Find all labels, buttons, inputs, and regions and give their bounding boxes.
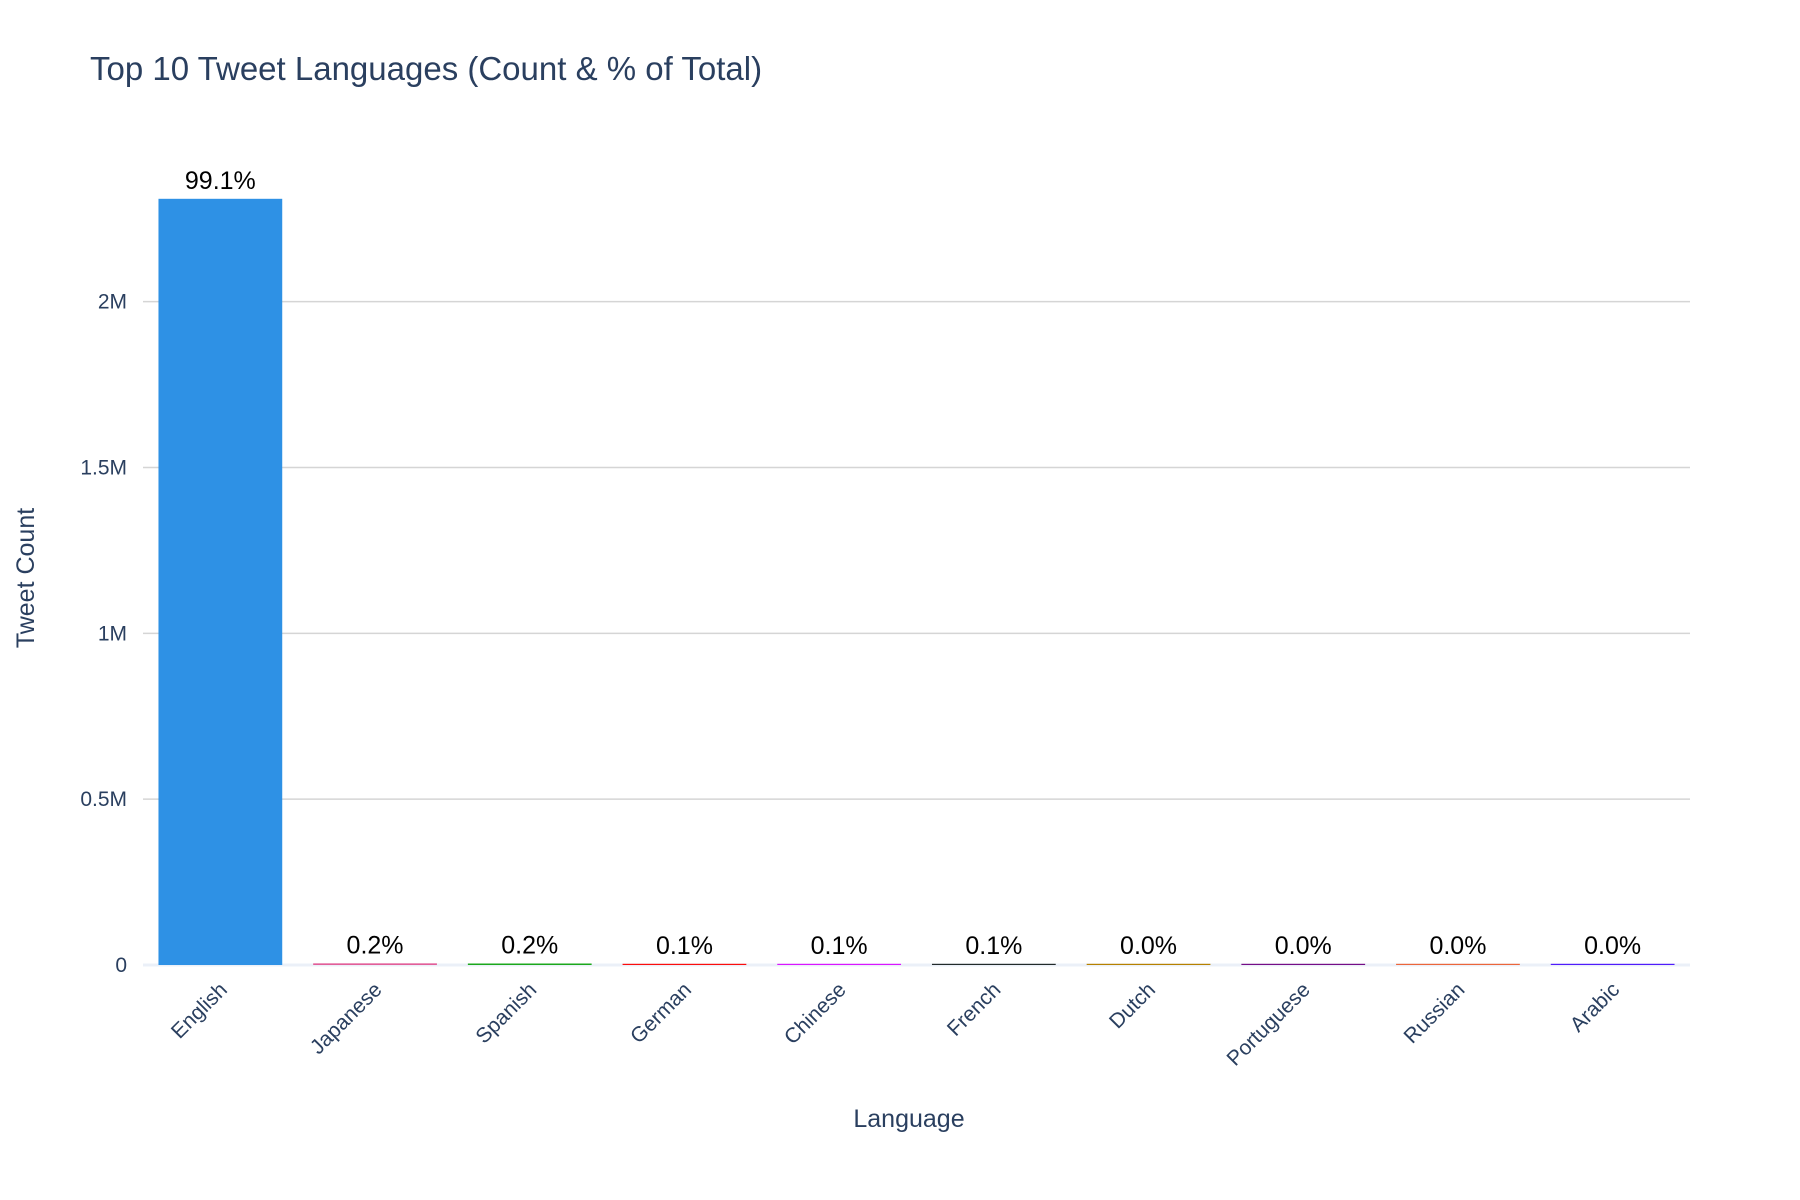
bar-spanish[interactable] [467, 963, 592, 965]
y-tick-label: 0.5M [80, 788, 127, 811]
x-tick-label-russian: Russian [1400, 978, 1470, 1048]
y-tick-label: 0 [115, 954, 127, 977]
data-label-english: 99.1% [185, 167, 256, 195]
x-tick-label-spanish: Spanish [471, 978, 541, 1048]
x-tick-label-french: French [943, 978, 1005, 1040]
data-labels: 99.1% 0.2% 0.2% 0.1% 0.1% 0.1% 0.0% 0.0% 0.0% 0.0… [185, 167, 1641, 960]
bar-french[interactable] [931, 963, 1056, 965]
x-tick-label-english: English [167, 978, 232, 1043]
bar-japanese[interactable] [313, 963, 437, 965]
y-axis-ticks: 0 0.5M 1M 1.5M 2M [80, 291, 127, 977]
data-label-arabic: 0.0% [1584, 932, 1641, 960]
bar-english[interactable] [158, 198, 283, 965]
x-tick-label-chinese: Chinese [780, 978, 851, 1049]
bar-russian[interactable] [1396, 963, 1520, 965]
gridlines [143, 300, 1690, 967]
bars [158, 198, 1675, 965]
y-tick-label: 1M [98, 622, 127, 645]
bar-arabic[interactable] [1550, 963, 1675, 965]
bar-chinese[interactable] [777, 963, 902, 965]
data-label-russian: 0.0% [1429, 932, 1486, 960]
bar-dutch[interactable] [1086, 963, 1211, 965]
x-tick-label-arabic: Arabic [1566, 978, 1624, 1036]
x-axis-title: Language [853, 1105, 964, 1133]
y-axis-title: Tweet Count [12, 508, 40, 648]
bar-german[interactable] [622, 963, 747, 965]
chart-title: Top 10 Tweet Languages (Count & % of Tot… [90, 50, 762, 87]
data-label-chinese: 0.1% [811, 932, 868, 960]
y-tick-label: 2M [98, 291, 127, 314]
x-tick-label-german: German [626, 978, 696, 1048]
data-label-german: 0.1% [656, 932, 713, 960]
data-label-spanish: 0.2% [501, 932, 558, 960]
y-tick-label: 1.5M [80, 456, 127, 479]
x-tick-label-portuguese: Portuguese [1223, 978, 1315, 1070]
bar-portuguese[interactable] [1241, 963, 1366, 965]
x-tick-label-japanese: Japanese [306, 978, 387, 1059]
data-label-french: 0.1% [965, 932, 1022, 960]
x-tick-label-dutch: Dutch [1105, 978, 1160, 1033]
data-label-dutch: 0.0% [1120, 932, 1177, 960]
x-axis-ticks: English Japanese Spanish German Chinese Frenc… [167, 978, 1624, 1070]
data-label-japanese: 0.2% [347, 931, 404, 959]
data-label-portuguese: 0.0% [1275, 932, 1332, 960]
